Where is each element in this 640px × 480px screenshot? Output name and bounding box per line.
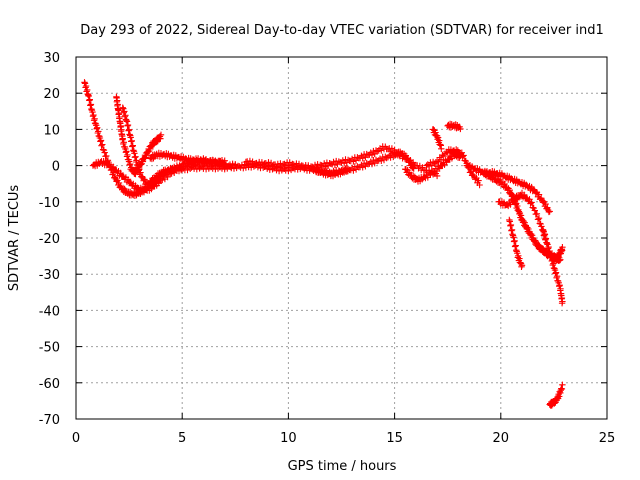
series-arc-f bbox=[402, 150, 464, 185]
y-axis-ticks: -70 -60 -50 -40 -30 -20 -10 0 10 20 30 bbox=[39, 51, 607, 428]
y-tick-label: 10 bbox=[43, 123, 60, 138]
data-point-markers bbox=[506, 216, 526, 270]
data-point-markers bbox=[546, 381, 566, 409]
x-axis-label: GPS time / hours bbox=[288, 459, 397, 474]
y-tick-label: 30 bbox=[43, 51, 60, 66]
data-point-markers bbox=[540, 227, 566, 307]
series-arc-h bbox=[429, 126, 445, 152]
data-point-markers bbox=[444, 120, 464, 133]
series-arc-p bbox=[546, 381, 566, 409]
series-arc-o bbox=[548, 244, 566, 264]
data-point-markers bbox=[402, 150, 464, 185]
x-axis-ticks: 0 5 10 15 20 25 bbox=[72, 57, 615, 446]
series-arc-n bbox=[540, 227, 566, 307]
y-tick-label: -30 bbox=[39, 268, 60, 283]
data-point-markers bbox=[119, 104, 239, 189]
series-midday-c bbox=[310, 164, 352, 180]
y-tick-label: -70 bbox=[39, 413, 60, 428]
x-tick-label: 0 bbox=[72, 431, 80, 446]
y-axis-label: SDTVAR / TECUs bbox=[7, 185, 22, 292]
data-point-markers bbox=[429, 126, 445, 152]
series-arc-i bbox=[444, 120, 464, 133]
x-tick-label: 25 bbox=[599, 431, 616, 446]
data-point-markers bbox=[310, 164, 352, 180]
data-point-markers bbox=[242, 143, 441, 180]
x-tick-label: 20 bbox=[493, 431, 510, 446]
series-arc-l bbox=[495, 189, 549, 243]
y-tick-label: 0 bbox=[52, 160, 60, 175]
data-point-markers bbox=[495, 189, 549, 243]
x-tick-label: 15 bbox=[386, 431, 403, 446]
x-tick-label: 10 bbox=[280, 431, 297, 446]
y-tick-label: -10 bbox=[39, 196, 60, 211]
y-tick-label: -60 bbox=[39, 377, 60, 392]
x-tick-label: 5 bbox=[178, 431, 186, 446]
y-tick-label: -50 bbox=[39, 341, 60, 356]
data-point-markers bbox=[548, 244, 566, 264]
grid-lines bbox=[76, 57, 607, 419]
series-arc-d bbox=[119, 104, 239, 189]
y-tick-label: 20 bbox=[43, 87, 60, 102]
chart-title: Day 293 of 2022, Sidereal Day-to-day VTE… bbox=[80, 23, 604, 38]
y-tick-label: -40 bbox=[39, 304, 60, 319]
series-midday-b bbox=[242, 143, 441, 180]
data-point-markers bbox=[147, 149, 228, 168]
data-points bbox=[81, 79, 566, 409]
series-arc-e bbox=[147, 149, 228, 168]
y-tick-label: -20 bbox=[39, 232, 60, 247]
series-arc-m bbox=[506, 216, 526, 270]
